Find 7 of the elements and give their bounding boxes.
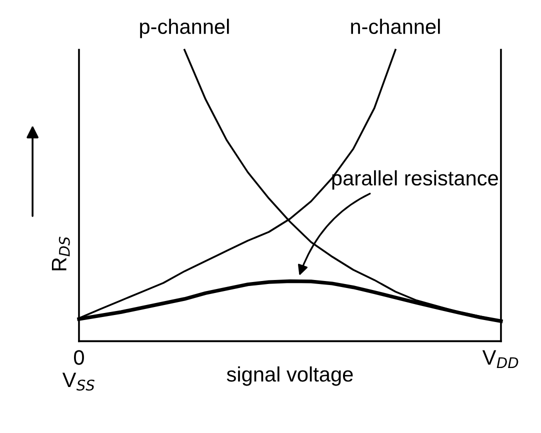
x-tick-label: V$_{DD}$	[482, 350, 518, 368]
y-axis-title: R$_{DS}$	[52, 236, 70, 270]
series-label: p-channel	[140, 18, 229, 38]
x-tick-label: 0 V$_{SS}$	[62, 350, 94, 391]
series-label: n-channel	[351, 18, 440, 34]
text: parallel resistance	[332, 170, 498, 190]
x-axis-title: signal voltage	[226, 366, 353, 386]
